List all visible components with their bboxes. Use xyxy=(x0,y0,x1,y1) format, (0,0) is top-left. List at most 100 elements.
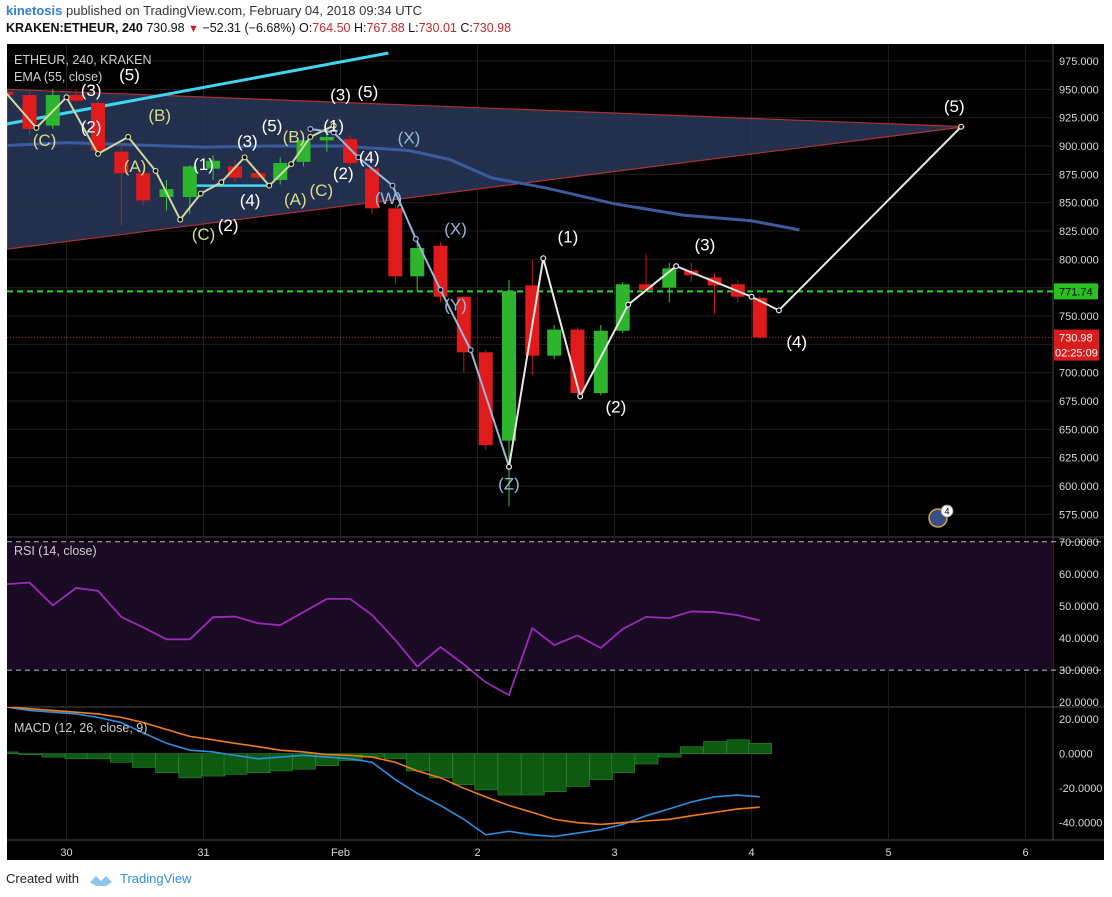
wave-label: (4) xyxy=(240,191,261,210)
time-tick-label: 2 xyxy=(474,847,480,859)
macd-histogram-bar xyxy=(247,753,271,773)
wave-pivot xyxy=(389,182,396,189)
candle-body xyxy=(752,297,767,338)
macd-pane-title: MACD (12, 26, close, 9) xyxy=(14,721,147,735)
candle-body xyxy=(206,160,221,169)
candle-body xyxy=(319,136,334,141)
tradingview-brand-link[interactable]: TradingView xyxy=(120,871,192,886)
wave-label: (2) xyxy=(218,216,239,235)
macd-histogram-bar xyxy=(18,753,42,755)
idea-marker-count: 4 xyxy=(944,507,949,517)
price-tick-label: 650.000 xyxy=(1059,424,1099,436)
wave-pivot xyxy=(355,154,362,161)
wave-label: (C) xyxy=(192,225,216,244)
candle-body xyxy=(91,102,106,151)
candle xyxy=(69,89,84,103)
created-with-text: Created with xyxy=(6,871,79,886)
price-tick-label: 575.000 xyxy=(1059,509,1099,521)
candle-body xyxy=(7,91,14,95)
triangle-pattern xyxy=(7,88,966,250)
wave-label: (5) xyxy=(358,82,379,101)
candle xyxy=(752,295,767,339)
tradingview-logo-icon xyxy=(89,875,112,886)
candle xyxy=(410,242,425,292)
candle xyxy=(114,140,129,226)
candle xyxy=(365,165,380,214)
footer: Created with TradingView xyxy=(6,871,192,887)
candle xyxy=(593,325,608,396)
wave-label: (1) xyxy=(558,227,579,246)
wave-label: (3) xyxy=(81,81,102,100)
price-tick-label: 625.000 xyxy=(1059,453,1099,465)
ema-line xyxy=(7,141,800,232)
macd-histogram-bar xyxy=(41,753,66,758)
macd-tick-label: 20.0000 xyxy=(1059,714,1099,726)
symbol-info-line: KRAKEN:ETHEUR, 240 730.98 ▼ −52.31 (−6.6… xyxy=(6,21,511,35)
price-tick-label: 950.000 xyxy=(1059,84,1099,96)
macd-tick-label: -20.0000 xyxy=(1059,783,1102,795)
wave-label: (5) xyxy=(262,116,283,135)
macd-histogram-bar xyxy=(542,753,567,792)
ema-indicator-label: EMA (55, close) xyxy=(14,70,102,84)
wave-path-3 xyxy=(508,126,962,467)
macd-histogram-bar xyxy=(201,753,226,777)
wave-label: (2) xyxy=(81,117,102,136)
macd-histogram-bar xyxy=(497,753,522,796)
price-tick-label: 750.000 xyxy=(1059,311,1099,323)
author-link[interactable]: kinetosis xyxy=(6,3,63,18)
wave-label: (Y) xyxy=(444,295,467,314)
candle-body xyxy=(273,163,288,180)
wave-pivot xyxy=(63,94,70,101)
candle-body xyxy=(251,173,266,178)
price-change: −52.31 (−6.68%) xyxy=(202,21,296,35)
rsi-band-fill xyxy=(7,541,1053,671)
elliott-waves xyxy=(7,92,965,470)
idea-marker-badge xyxy=(940,504,954,518)
wave-pivot xyxy=(437,286,444,293)
wave-label: (2) xyxy=(333,164,354,183)
symbol-label: KRAKEN:ETHEUR, 240 xyxy=(6,21,143,35)
macd-histogram-bar xyxy=(726,739,751,754)
candle-body xyxy=(639,284,654,290)
candle xyxy=(7,91,14,95)
wave-pivot xyxy=(197,190,204,197)
rsi-tick-label: 30.0000 xyxy=(1059,665,1099,677)
rsi-tick-label: 70.0000 xyxy=(1059,537,1099,549)
wave-label: (B) xyxy=(283,128,306,147)
last-price: 730.98 xyxy=(146,21,185,35)
main-pane: (C)(2)(3)(5)(B)(A) (1)(C) (2)(3)(4)(5)(B)(… xyxy=(7,51,1053,507)
wave-pivot xyxy=(748,293,755,300)
wave-label: (3) xyxy=(237,132,258,151)
wave-pivot xyxy=(152,167,159,174)
wave-pivot xyxy=(412,235,419,242)
wave-label: (B) xyxy=(148,106,171,125)
wave-pivot xyxy=(506,463,513,470)
candle-body xyxy=(593,330,608,394)
wave-path-2 xyxy=(310,128,510,468)
wave-pivot xyxy=(775,307,782,314)
close-label: C: xyxy=(460,21,473,35)
wave-pivot xyxy=(330,122,337,129)
wave-pivot xyxy=(95,150,102,157)
price-tick-label: 925.000 xyxy=(1059,113,1099,125)
wave-pivot xyxy=(307,133,314,140)
wave-pivot xyxy=(218,179,225,186)
wave-pivot xyxy=(288,161,295,168)
price-tick-label: 850.000 xyxy=(1059,198,1099,210)
wave-pivot xyxy=(540,255,547,262)
candle-body xyxy=(547,329,562,356)
level-price-tag-text: 771.74 xyxy=(1059,286,1093,298)
macd-histogram-bar xyxy=(634,753,659,765)
wave-label: (A) xyxy=(284,190,307,209)
candle xyxy=(22,91,37,135)
macd-histogram-bar xyxy=(474,753,499,791)
publish-line: kinetosis published on TradingView.com, … xyxy=(6,3,422,18)
macd-histogram-bar xyxy=(7,751,19,754)
candle xyxy=(45,89,60,129)
candle xyxy=(91,100,106,154)
macd-histogram-bar xyxy=(703,741,727,754)
candle xyxy=(206,155,221,180)
wave-pivot xyxy=(241,154,248,161)
published-text: published on TradingView.com, February 0… xyxy=(65,3,423,18)
